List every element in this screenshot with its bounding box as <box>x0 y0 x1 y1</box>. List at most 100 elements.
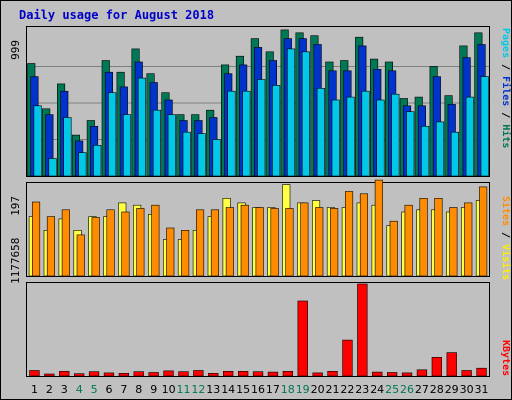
bar-kbytes-day-6 <box>103 372 115 377</box>
x-tick-labels: 1 2 3 4 5 6 7 8 9 10 11 12 13 14 15 16 17 18 19 20 21 22 23 24 2… <box>31 383 489 396</box>
x-tick-label-day-18: 18 <box>281 383 295 396</box>
bar-pages-day-15 <box>242 90 251 177</box>
panel-top-ymax: 999 <box>9 40 22 60</box>
bar-kbytes-day-12 <box>193 370 204 377</box>
bar-pages-day-4 <box>78 152 87 177</box>
bar-pages-day-14 <box>227 90 236 177</box>
x-tick-label-day-29: 29 <box>445 383 459 396</box>
x-tick-label-day-1: 1 <box>31 383 38 396</box>
x-tick-label-day-31: 31 <box>475 383 489 396</box>
x-tick-label-day-6: 6 <box>106 383 113 396</box>
bar-sites-day-29 <box>449 207 458 277</box>
bar-sites-day-25 <box>389 220 398 277</box>
x-tick-label-day-26: 26 <box>400 383 414 396</box>
bar-pages-day-23 <box>361 90 370 177</box>
bar-pages-day-16 <box>257 79 266 177</box>
bar-pages-day-8 <box>137 77 146 177</box>
bar-pages-day-31 <box>480 76 489 177</box>
bar-kbytes-day-13 <box>208 372 219 377</box>
bar-sites-day-15 <box>240 204 249 277</box>
bar-kbytes-day-18 <box>282 370 293 377</box>
bar-sites-day-12 <box>196 209 205 277</box>
bar-kbytes-day-14 <box>223 370 234 377</box>
bar-sites-day-10 <box>166 227 175 277</box>
legend-top: Pages / Files / Hits <box>500 28 512 148</box>
bar-kbytes-day-5 <box>88 371 100 377</box>
bar-sites-day-22 <box>344 191 354 277</box>
bar-pages-day-13 <box>212 139 221 177</box>
bar-pages-day-9 <box>152 109 161 177</box>
bar-pages-day-11 <box>182 131 191 177</box>
x-tick-label-day-23: 23 <box>355 383 369 396</box>
bar-sites-day-13 <box>210 209 219 277</box>
x-tick-label-day-17: 17 <box>266 383 280 396</box>
bar-kbytes-day-20 <box>312 372 323 377</box>
bar-pages-day-28 <box>435 121 445 177</box>
bar-kbytes-day-16 <box>252 371 264 377</box>
bar-pages-day-21 <box>331 99 340 177</box>
x-tick-label-day-24: 24 <box>370 383 384 396</box>
x-tick-label-day-4: 4 <box>76 383 83 396</box>
bar-pages-day-6 <box>108 92 117 177</box>
x-tick-label-day-22: 22 <box>340 383 354 396</box>
x-tick-label-day-7: 7 <box>120 383 127 396</box>
bar-kbytes-day-30 <box>461 370 472 377</box>
bar-pages-day-24 <box>376 99 385 177</box>
legend-label: KBytes <box>500 340 511 376</box>
x-tick-label-day-28: 28 <box>430 383 444 396</box>
bar-sites-day-4 <box>76 234 85 277</box>
panel-bottom-bg <box>26 282 490 377</box>
x-tick-label-day-11: 11 <box>177 383 191 396</box>
legend-label: / <box>500 58 511 76</box>
bar-sites-day-16 <box>255 207 264 277</box>
bar-pages-day-7 <box>123 114 132 177</box>
x-tick-label-day-12: 12 <box>191 383 205 396</box>
bar-pages-day-25 <box>391 93 400 177</box>
bar-kbytes-day-7 <box>118 372 129 377</box>
bar-kbytes-day-4 <box>74 373 85 377</box>
bar-pages-day-3 <box>63 117 72 177</box>
bar-sites-day-9 <box>151 204 160 277</box>
x-tick-label-day-27: 27 <box>415 383 429 396</box>
bar-pages-day-26 <box>406 111 415 177</box>
bar-pages-day-19 <box>301 51 311 177</box>
bar-pages-day-12 <box>197 133 206 177</box>
x-tick-label-day-13: 13 <box>206 383 220 396</box>
chart-title: Daily usage for August 2018 <box>19 8 214 22</box>
bar-sites-day-1 <box>31 201 41 277</box>
bar-pages-day-27 <box>421 126 430 177</box>
bar-kbytes-day-9 <box>148 372 159 377</box>
bar-pages-day-29 <box>450 131 460 177</box>
bar-sites-day-31 <box>479 186 488 277</box>
x-tick-label-day-15: 15 <box>236 383 250 396</box>
bar-kbytes-day-8 <box>133 371 144 377</box>
bar-kbytes-day-22 <box>342 339 353 377</box>
bar-sites-day-21 <box>330 208 339 277</box>
bar-kbytes-day-3 <box>59 370 70 377</box>
bar-pages-day-2 <box>48 158 57 177</box>
x-tick-label-day-25: 25 <box>385 383 399 396</box>
bar-sites-day-2 <box>46 216 56 277</box>
legend-label: / <box>500 226 511 244</box>
bar-kbytes-day-15 <box>238 370 249 377</box>
x-tick-label-day-30: 30 <box>460 383 474 396</box>
bar-kbytes-day-31 <box>476 367 487 377</box>
bar-pages-day-17 <box>272 85 281 177</box>
bar-sites-day-7 <box>121 211 130 277</box>
x-tick-label-day-5: 5 <box>91 383 98 396</box>
bar-kbytes-day-27 <box>416 369 428 377</box>
legend-bottom: KBytes <box>500 340 511 376</box>
bar-kbytes-day-28 <box>431 356 442 377</box>
x-tick-label-day-2: 2 <box>46 383 53 396</box>
bar-pages-day-30 <box>465 96 474 177</box>
bar-sites-day-26 <box>404 204 413 277</box>
x-tick-label-day-8: 8 <box>135 383 142 396</box>
bar-sites-day-27 <box>419 198 428 277</box>
bar-kbytes-day-23 <box>357 283 368 377</box>
bar-kbytes-day-11 <box>178 371 189 377</box>
x-tick-label-day-16: 16 <box>251 383 265 396</box>
bar-sites-day-23 <box>359 193 369 277</box>
x-tick-label-day-19: 19 <box>296 383 310 396</box>
legend-label: Visits <box>500 244 512 280</box>
